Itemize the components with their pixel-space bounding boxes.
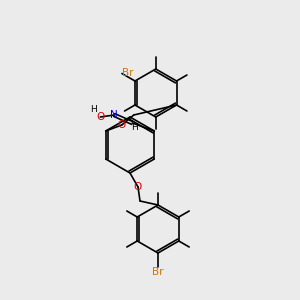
Text: Br: Br bbox=[122, 68, 134, 79]
Text: Br: Br bbox=[152, 267, 164, 277]
Text: O: O bbox=[118, 120, 126, 130]
Text: H: H bbox=[131, 124, 138, 133]
Text: O: O bbox=[96, 112, 104, 122]
Text: N: N bbox=[110, 110, 118, 120]
Text: H: H bbox=[90, 104, 97, 113]
Text: O: O bbox=[134, 182, 142, 192]
